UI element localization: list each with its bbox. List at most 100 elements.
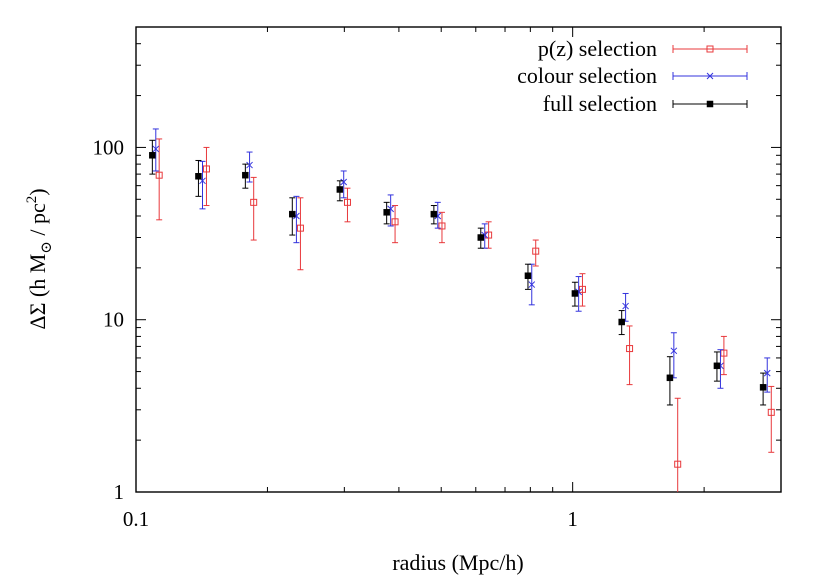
marker-stroke [706, 72, 714, 80]
data-point [626, 325, 634, 386]
point-marker [618, 318, 625, 326]
data-point [532, 239, 540, 267]
data-point [481, 223, 489, 249]
axis-ticks: 0.1 1 1 10 100 [93, 26, 782, 531]
series-1 [152, 128, 771, 393]
data-point [383, 201, 390, 225]
point-marker [622, 302, 629, 310]
series-0 [155, 138, 775, 492]
point-marker [430, 210, 438, 218]
point-marker [336, 186, 344, 193]
data-point [250, 176, 258, 241]
point-marker [763, 369, 771, 377]
data-point [571, 281, 579, 307]
marker-stroke [763, 369, 771, 377]
point-marker [242, 171, 249, 179]
data-point [343, 187, 351, 223]
data-point [528, 263, 536, 306]
y-tick-label: 1 [114, 480, 125, 504]
series-2 [149, 139, 767, 406]
x-axis-label: radius (Mpc/h) [392, 550, 523, 575]
y-axis-label: ΔΣ (h M⊙ / pc2) [24, 188, 55, 329]
point-marker [152, 145, 160, 153]
point-marker [759, 384, 767, 391]
legend-marker [706, 72, 714, 80]
data-point [763, 357, 771, 393]
point-marker [485, 231, 493, 239]
data-point [152, 128, 160, 172]
x-tick-label: 1 [567, 507, 578, 531]
data-point [524, 263, 532, 290]
data-point [199, 160, 206, 210]
point-marker [155, 171, 163, 179]
data-point [578, 273, 586, 307]
data-point [438, 211, 446, 244]
data-point [155, 138, 163, 221]
point-marker [246, 161, 253, 169]
point-marker [383, 209, 390, 216]
point-marker [202, 165, 210, 173]
legend-label: full selection [543, 91, 657, 116]
data-point [670, 332, 678, 379]
legend-label: colour selection [517, 63, 657, 88]
point-marker [674, 460, 682, 468]
marker-stroke [152, 145, 160, 153]
point-marker [438, 222, 446, 230]
point-marker [670, 347, 678, 355]
data-point [391, 205, 399, 244]
data-point [713, 351, 721, 382]
marker-stroke [670, 347, 678, 355]
point-marker [532, 247, 540, 255]
data-point [296, 197, 304, 271]
point-marker [666, 374, 674, 382]
marker-stroke [528, 281, 536, 288]
plot-area [135, 26, 782, 493]
legend-marker [706, 100, 714, 108]
legend-marker [706, 45, 714, 53]
marker-stroke [434, 212, 442, 220]
y-tick-label: 10 [103, 308, 124, 332]
data-point [293, 195, 300, 244]
point-marker [571, 290, 579, 297]
marker-stroke [293, 212, 300, 220]
data-point [246, 151, 253, 183]
data-point [674, 397, 682, 492]
legend-label: p(z) selection [538, 36, 657, 61]
point-marker [343, 198, 351, 206]
x-tick-label: 0.1 [123, 507, 149, 531]
point-marker [250, 198, 258, 206]
data-point [149, 139, 156, 175]
point-marker [289, 210, 296, 218]
y-tick-label: 100 [93, 135, 125, 159]
marker-stroke [340, 178, 348, 186]
point-marker [626, 345, 634, 353]
data-point [202, 146, 210, 207]
point-marker [391, 218, 399, 226]
point-marker [767, 408, 775, 416]
data-point [720, 335, 728, 376]
data-point [289, 197, 296, 236]
data-point [759, 372, 767, 406]
data-point [666, 356, 674, 406]
data-points [149, 128, 775, 492]
data-point [767, 385, 775, 453]
marker-stroke [246, 161, 253, 169]
data-point [575, 276, 582, 312]
data-point [485, 221, 493, 249]
data-point [430, 205, 438, 225]
marker-stroke [622, 302, 629, 310]
point-marker [477, 234, 485, 241]
data-point [340, 170, 348, 199]
point-marker [713, 362, 721, 370]
point-marker [296, 224, 304, 232]
point-marker [524, 272, 532, 279]
data-point [242, 163, 249, 189]
point-marker [149, 152, 156, 159]
point-marker [528, 281, 536, 288]
point-marker [578, 285, 586, 293]
data-point [622, 292, 629, 322]
data-point [195, 159, 202, 197]
point-marker [195, 173, 202, 180]
